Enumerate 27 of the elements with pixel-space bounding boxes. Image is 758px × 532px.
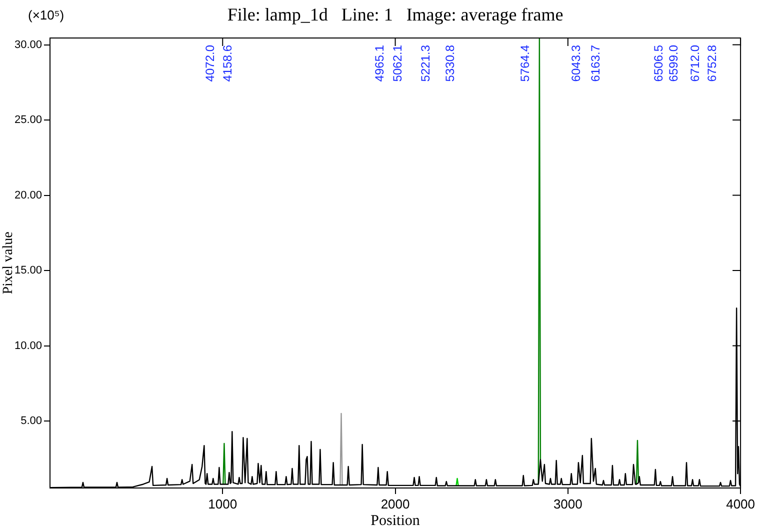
x-tick-label: 3000 (553, 496, 582, 512)
y-tick-label: 10.00 (14, 340, 42, 352)
annotation: 4965.1 (372, 44, 386, 82)
y-tick-label: 5.00 (20, 415, 42, 428)
y-tick-label: 15.00 (14, 264, 42, 277)
annotation: 5330.8 (442, 44, 457, 82)
x-tick-label: 4000 (726, 496, 755, 512)
y-tick-label: 20.00 (14, 189, 42, 202)
x-axis-title: Position (370, 512, 420, 529)
annotation: 5764.4 (518, 44, 532, 82)
annotation: 5062.1 (390, 44, 404, 82)
annotation: 6163.7 (588, 44, 603, 82)
annotation: 6752.8 (705, 44, 720, 82)
annotation: 6712.0 (688, 44, 702, 82)
y-axis-title: Pixel value (1, 232, 16, 294)
annotation: 4158.6 (220, 44, 234, 82)
annotation: 4072.0 (203, 44, 218, 82)
x-tick-label: 2000 (380, 496, 410, 512)
y-tick-label: 25.00 (14, 114, 42, 126)
text: (×10⁵) (28, 8, 64, 23)
annotation: 6506.5 (651, 44, 666, 82)
annotation: 6599.0 (666, 44, 681, 82)
x-tick-label: 1000 (208, 496, 238, 512)
annotation: 5221.3 (418, 44, 433, 82)
chart-title: File: lamp_1d Line: 1 Image: average frame (227, 4, 564, 25)
y-tick-label: 30.00 (14, 38, 42, 51)
annotation: 6043.3 (569, 44, 584, 82)
